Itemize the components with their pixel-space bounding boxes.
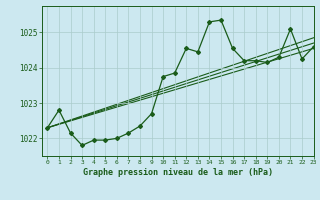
X-axis label: Graphe pression niveau de la mer (hPa): Graphe pression niveau de la mer (hPa) xyxy=(83,168,273,177)
